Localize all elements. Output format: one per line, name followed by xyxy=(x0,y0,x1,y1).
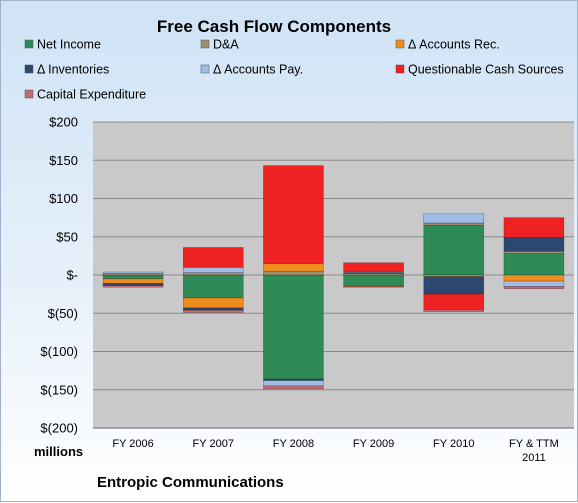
company-name: Entropic Communications xyxy=(97,474,284,491)
y-axis: $200 $150 $100 $50 $- $(50) $(100) $(150) $(200) xyxy=(40,115,78,436)
x-tick-label: FY 2008 xyxy=(273,438,314,450)
legend-label: D&A xyxy=(213,38,239,52)
bar-segment-d-a xyxy=(503,250,565,254)
legend-item-delta-inventories: Δ Inventories xyxy=(24,63,109,77)
bar-segment-delta-accounts-rec xyxy=(102,278,164,284)
legend-label: Capital Expenditure xyxy=(37,88,146,102)
legend: Net Income D&A Δ Accounts Rec. Δ Inventorie… xyxy=(24,38,564,102)
bar-segment-delta-inventories xyxy=(182,307,244,311)
legend-item-delta-accounts-rec: Δ Accounts Rec. xyxy=(395,38,500,52)
legend-swatch xyxy=(395,64,405,74)
bar-segment-net-income xyxy=(343,274,404,287)
legend-item-d-a: D&A xyxy=(200,38,239,52)
bar-segment-questionable-cash-sources xyxy=(423,293,485,310)
bar-segment-net-income xyxy=(423,224,485,276)
bar-segment-net-income xyxy=(263,274,324,380)
bar-segment-net-income xyxy=(182,274,244,299)
x-tick-label: FY 2010 xyxy=(433,438,474,450)
legend-item-delta-accounts-pay: Δ Accounts Pay. xyxy=(200,63,303,77)
bar-segment-capital-expenditure xyxy=(182,309,244,313)
bar-segment-capital-expenditure xyxy=(423,309,485,313)
bar-segment-d-a xyxy=(423,222,485,226)
legend-swatch xyxy=(200,39,210,49)
bar-segment-d-a xyxy=(263,270,324,276)
x-axis: FY 2006 FY 2007 FY 2008 FY 2009 FY 2010 FY & … xyxy=(93,427,574,464)
legend-label: Δ Inventories xyxy=(37,63,109,77)
y-tick-label: $(50) xyxy=(48,306,78,321)
legend-item-questionable-cash-sources: Questionable Cash Sources xyxy=(395,63,564,77)
legend-item-capital-expenditure: Capital Expenditure xyxy=(24,88,146,102)
bar-segment-questionable-cash-sources xyxy=(343,262,404,273)
bar-segment-delta-inventories xyxy=(503,237,565,252)
bar-stack-fy-2008 xyxy=(263,165,324,390)
bar-segment-capital-expenditure xyxy=(102,285,164,288)
bars xyxy=(102,165,565,390)
y-tick-label: $- xyxy=(66,268,78,283)
legend-swatch xyxy=(24,39,34,49)
bar-stack-fy-2009 xyxy=(343,262,404,288)
legend-swatch xyxy=(395,39,405,49)
bar-segment-delta-accounts-pay xyxy=(102,271,164,274)
bar-segment-delta-accounts-rec xyxy=(503,274,565,282)
bar-segment-delta-accounts-pay xyxy=(503,280,565,287)
bar-segment-capital-expenditure xyxy=(343,286,404,288)
x-tick-label: FY & TTM 2011 xyxy=(509,438,559,464)
bar-segment-capital-expenditure xyxy=(263,385,324,390)
bar-segment-questionable-cash-sources xyxy=(182,247,244,268)
units-label: millions xyxy=(34,444,83,459)
legend-item-net-income: Net Income xyxy=(24,38,101,52)
x-tick-label: FY 2006 xyxy=(112,438,153,450)
bar-stack-fy-2010 xyxy=(423,213,485,313)
legend-label: Δ Accounts Rec. xyxy=(408,38,500,52)
legend-label: Net Income xyxy=(37,38,101,52)
chart-title: Free Cash Flow Components xyxy=(157,17,391,36)
bar-segment-delta-accounts-rec xyxy=(263,263,324,272)
y-tick-label: $200 xyxy=(49,115,78,130)
bar-stack-fy-2007 xyxy=(182,247,244,313)
legend-label: Δ Accounts Pay. xyxy=(213,63,303,77)
bar-segment-questionable-cash-sources xyxy=(503,217,565,238)
y-tick-label: $50 xyxy=(56,229,78,244)
y-tick-label: $100 xyxy=(49,191,78,206)
legend-label: Questionable Cash Sources xyxy=(408,63,564,77)
bar-stack-fy-2006 xyxy=(102,271,164,288)
x-tick-label: FY 2009 xyxy=(353,438,394,450)
bar-segment-delta-accounts-pay xyxy=(182,267,244,274)
y-tick-label: $150 xyxy=(49,153,78,168)
legend-swatch xyxy=(24,89,34,99)
y-tick-label: $(100) xyxy=(40,344,78,359)
bar-segment-net-income xyxy=(503,253,565,276)
y-tick-label: $(150) xyxy=(40,382,78,397)
y-tick-label: $(200) xyxy=(40,421,78,436)
bar-segment-delta-accounts-pay xyxy=(423,213,485,224)
bar-segment-net-income xyxy=(102,274,164,280)
bar-segment-questionable-cash-sources xyxy=(263,165,324,264)
x-tick-label: FY 2007 xyxy=(193,438,234,450)
legend-swatch xyxy=(200,64,210,74)
bar-stack-fy-ttm-2011 xyxy=(503,217,565,290)
legend-swatch xyxy=(24,64,34,74)
bar-segment-delta-inventories xyxy=(423,276,485,295)
bar-segment-capital-expenditure xyxy=(503,286,565,290)
bar-segment-delta-inventories xyxy=(102,283,164,287)
bar-segment-delta-accounts-pay xyxy=(263,380,324,387)
bar-segment-d-a xyxy=(182,272,244,276)
bar-segment-delta-accounts-rec xyxy=(182,297,244,309)
